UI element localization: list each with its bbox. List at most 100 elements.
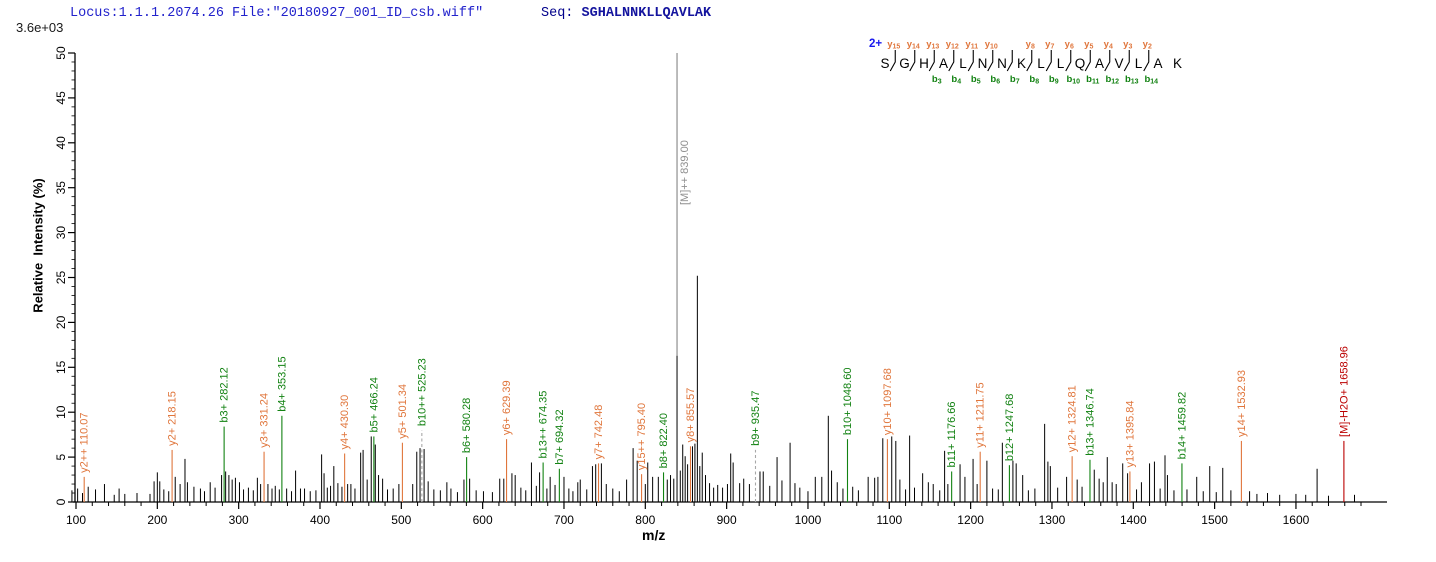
- fragmentation-slash: [967, 50, 974, 72]
- x-tick-label: 500: [391, 513, 411, 527]
- b-ion-label: b8+ 822.40: [658, 413, 670, 468]
- y-tick-label: 25: [54, 271, 68, 285]
- b-ion-label: b10++ 525.23: [416, 358, 428, 426]
- x-tick-label: 700: [554, 513, 574, 527]
- b-ion-label: b6+ 580.28: [461, 398, 473, 453]
- y-tick-label: 10: [54, 405, 68, 419]
- b-ion-label: b12+ 1247.68: [1004, 394, 1016, 462]
- residue-letter: N: [997, 56, 1007, 71]
- y-ion-ladder-label: y15: [887, 39, 900, 51]
- fragmentation-slash: [1006, 50, 1013, 72]
- residue-letter: L: [1037, 56, 1045, 71]
- residue-letter: K: [1173, 56, 1182, 71]
- b-ion-ladder-label: b5: [971, 74, 981, 86]
- b-ion-ladder-label: b4: [951, 74, 961, 86]
- y-ion-ladder-label: y7: [1045, 39, 1054, 51]
- b-ion-ladder-label: b12: [1105, 74, 1119, 86]
- b-ion-label: b7+ 694.32: [554, 409, 566, 464]
- x-tick-label: 1400: [1120, 513, 1147, 527]
- x-tick-label: 400: [310, 513, 330, 527]
- precursor-charge-label: 2+: [869, 38, 882, 50]
- fragmentation-slash: [1123, 50, 1130, 72]
- precursor-marker: [M]++ 839.00: [676, 53, 691, 356]
- y-tick-label: 20: [54, 315, 68, 329]
- residue-letter: A: [939, 56, 948, 71]
- x-tick-label: 200: [147, 513, 167, 527]
- precursor-label: [M]++ 839.00: [679, 140, 691, 205]
- neutral_loss-ion-label: [M]-H2O+ 1658.96: [1338, 346, 1350, 437]
- y-tick-label: 35: [54, 181, 68, 195]
- y-ion-ladder-label: y12: [946, 39, 959, 51]
- y-tick-label: 5: [54, 453, 68, 460]
- y-ion-label: y5+ 501.34: [397, 384, 409, 439]
- y-ion-ladder-label: y13: [926, 39, 939, 51]
- residue-letter: H: [919, 56, 929, 71]
- y-ion-ladder-label: y10: [985, 39, 998, 51]
- b-ion-ladder-label: b7: [1010, 74, 1020, 86]
- y-ion-ladder-label: y6: [1065, 39, 1074, 51]
- residue-letter: L: [1135, 56, 1143, 71]
- y-ion-label: y2+ 218.15: [167, 391, 179, 446]
- sequence-header: Seq: SGHALNNKLLQAVLAK: [541, 6, 711, 21]
- y-ion-ladder-label: y8: [1026, 39, 1035, 51]
- y-ion-label: y3+ 331.24: [259, 393, 271, 448]
- b-ion-ladder-label: b8: [1029, 74, 1039, 86]
- residue-letter: L: [959, 56, 967, 71]
- intensity-scale-label: 3.6e+03: [16, 20, 64, 35]
- fragmentation-slash: [987, 50, 994, 72]
- y-tick-label: 0: [54, 498, 68, 505]
- b-ion-label: b13+ 1346.74: [1084, 388, 1096, 456]
- y-axis-ticks: 0 5 10 15 20 25 30 35 40 45 50: [54, 46, 75, 505]
- x-tick-label: 100: [66, 513, 86, 527]
- y-ion-label: y4+ 430.30: [339, 395, 351, 450]
- peptide-sequence: SGHALNNKLLQAVLAK: [581, 6, 712, 21]
- residue-letter: G: [899, 56, 910, 71]
- x-tick-label: 1100: [876, 513, 902, 527]
- residue-letter: Q: [1075, 56, 1086, 71]
- x-axis-title: m/z: [642, 527, 666, 543]
- residue-letter: A: [1153, 56, 1162, 71]
- b-ion-ladder-label: b9: [1049, 74, 1059, 86]
- x-tick-label: 1200: [957, 513, 984, 527]
- y-ion-label: y15++ 795.40: [636, 403, 648, 470]
- x-tick-label: 1300: [1039, 513, 1066, 527]
- y-tick-label: 15: [54, 360, 68, 374]
- y-tick-label: 45: [54, 91, 68, 105]
- x-tick-label: 1600: [1283, 513, 1310, 527]
- fragmentation-slash: [1084, 50, 1091, 72]
- b-ion-label: b13++ 674.35: [538, 391, 550, 459]
- y-tick-label: 40: [54, 136, 68, 150]
- y-ion-label: y14+ 1532.93: [1236, 370, 1248, 437]
- b-ion-ladder-label: b13: [1125, 74, 1139, 86]
- fragmentation-slash: [1026, 50, 1033, 72]
- y-ion-label: y13+ 1395.84: [1124, 400, 1136, 467]
- fragmentation-slash: [909, 50, 916, 72]
- b-ion-label: b4+ 353.15: [276, 356, 288, 411]
- b-ion-ladder-label: b10: [1066, 74, 1080, 86]
- x-tick-label: 1500: [1201, 513, 1228, 527]
- y-ion-ladder-label: y3: [1123, 39, 1132, 51]
- residue-letter: V: [1114, 56, 1123, 71]
- b-ion-label: b11+ 1176.66: [946, 401, 958, 467]
- x-axis-ticks: 100 200 300 400 500 600 700 800 900 1000 1100 1200 1…: [66, 502, 1362, 527]
- b-ion-label: b9+ 935.47: [750, 391, 762, 446]
- y-ion-label: y11+ 1211.75: [975, 382, 987, 447]
- b-ion-ladder-label: b14: [1144, 74, 1158, 86]
- x-tick-label: 900: [717, 513, 737, 527]
- y-ion-ladder-label: y2: [1143, 39, 1152, 51]
- b-ion-label: b14+ 1459.82: [1176, 392, 1188, 460]
- b-ion-ladder-label: b3: [932, 74, 942, 86]
- y-ion-label: y2++ 110.07: [79, 412, 91, 472]
- y-ion-ladder-label: y4: [1104, 39, 1113, 51]
- x-tick-label: 600: [473, 513, 493, 527]
- y-ion-label: y6+ 629.39: [501, 380, 513, 435]
- y-ion-label: y10+ 1097.68: [882, 368, 894, 435]
- fragmentation-slash: [1045, 50, 1052, 72]
- labeled-peaks: y2++ 110.07 y2+ 218.15 b3+ 282.12 y3+ 331.2…: [79, 346, 1350, 502]
- fragmentation-slash: [889, 50, 896, 72]
- fragmentation-slash: [948, 50, 955, 72]
- y-ion-label: y7+ 742.48: [593, 405, 605, 460]
- residue-letter: S: [880, 56, 889, 71]
